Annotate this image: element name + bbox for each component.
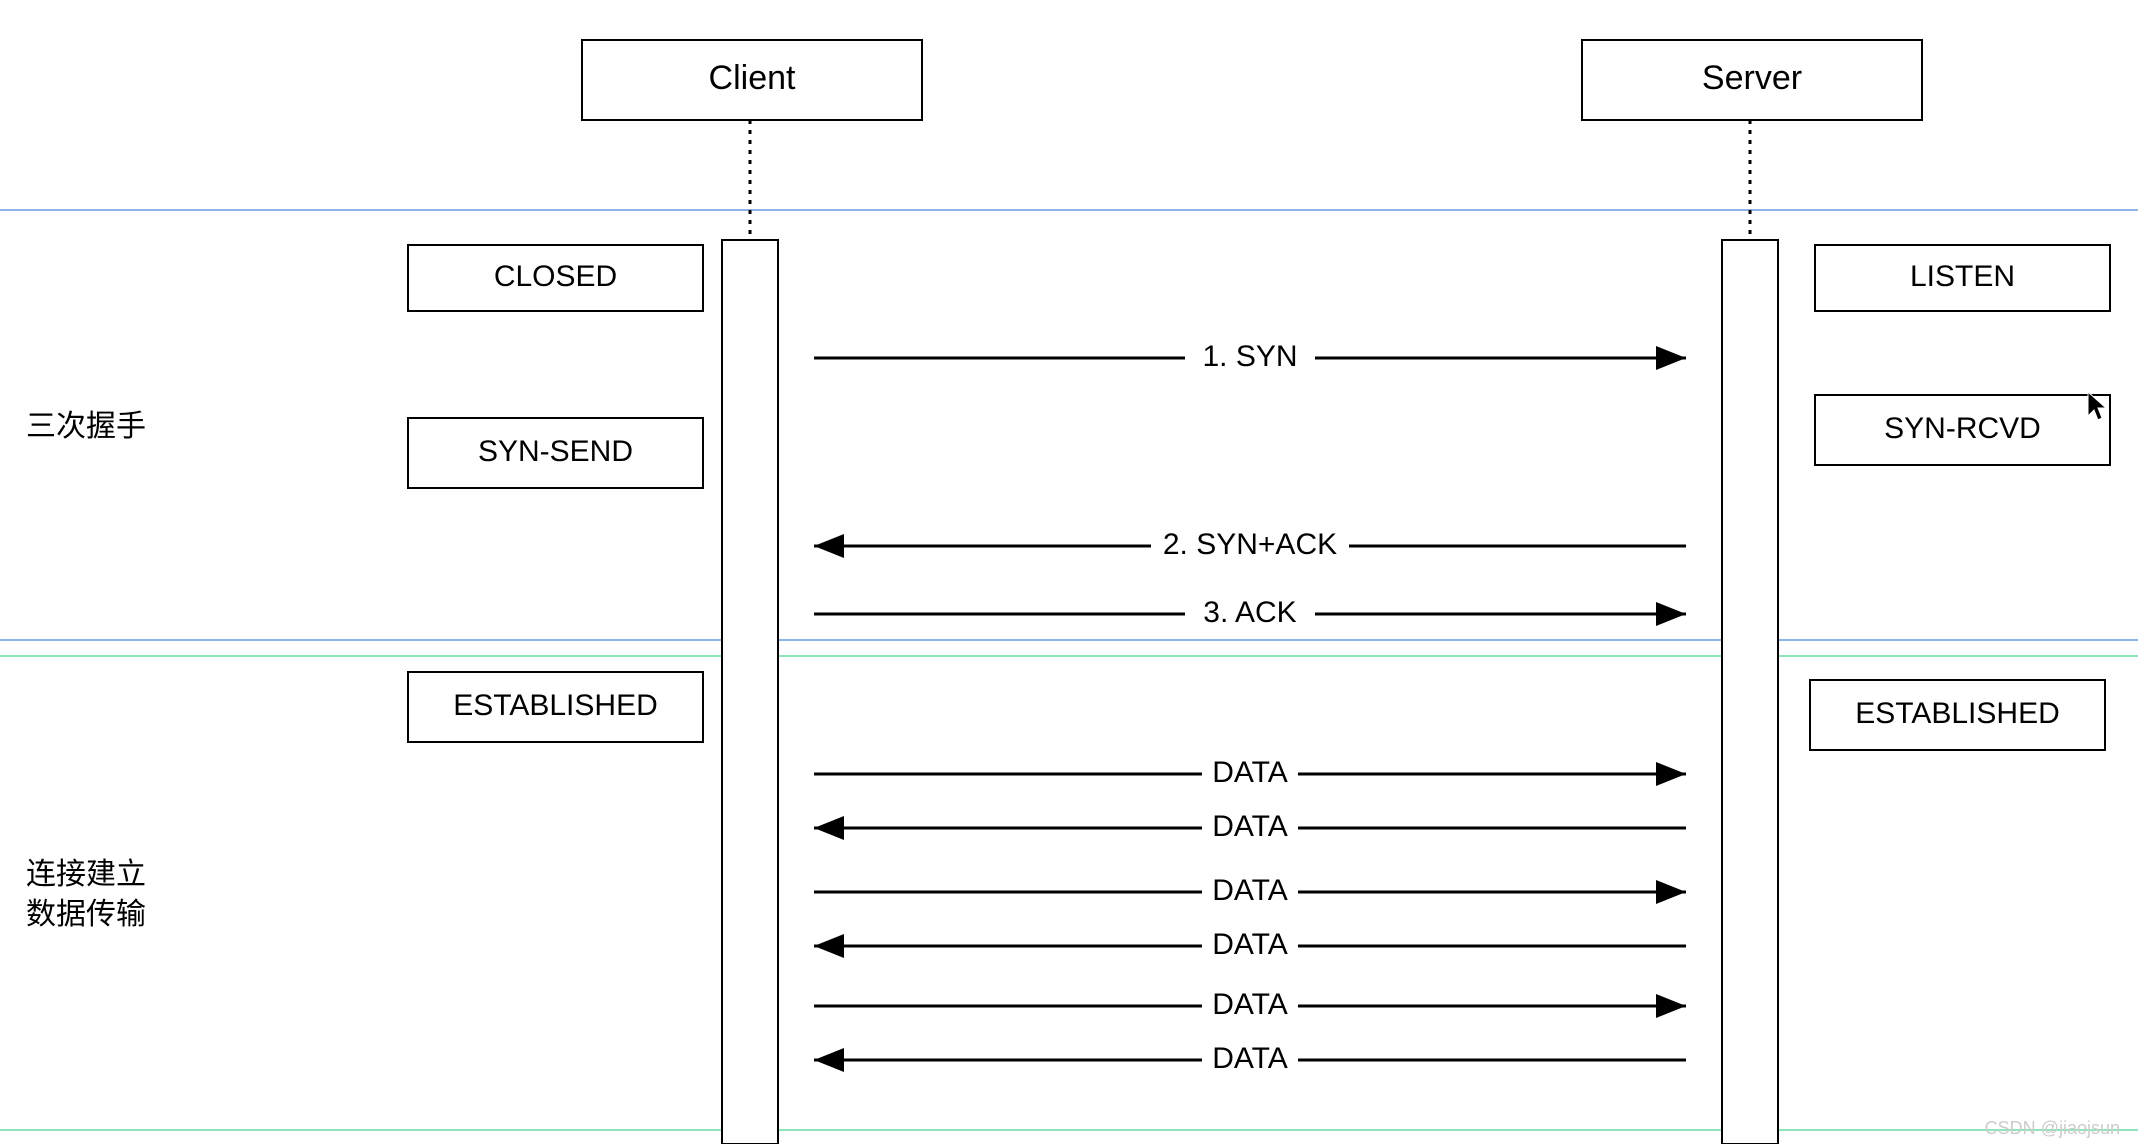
arrowhead-icon xyxy=(814,1048,844,1072)
server-activation xyxy=(1722,240,1778,1144)
client-state-label: CLOSED xyxy=(494,260,617,293)
phase-label: 三次握手 xyxy=(26,410,146,443)
server-state-label: SYN-RCVD xyxy=(1884,412,2041,445)
message-label: 2. SYN+ACK xyxy=(1163,528,1337,561)
arrowhead-icon xyxy=(1656,602,1686,626)
message-label: DATA xyxy=(1212,1042,1288,1075)
phase-label: 连接建立 xyxy=(26,858,146,891)
server-state-label: ESTABLISHED xyxy=(1855,697,2060,730)
message-label: DATA xyxy=(1212,928,1288,961)
message-label: DATA xyxy=(1212,988,1288,1021)
arrowhead-icon xyxy=(814,934,844,958)
arrowhead-icon xyxy=(814,534,844,558)
arrowhead-icon xyxy=(1656,346,1686,370)
arrowhead-icon xyxy=(814,816,844,840)
client-activation xyxy=(722,240,778,1144)
client-state-label: ESTABLISHED xyxy=(453,689,658,722)
server-header-label: Server xyxy=(1702,59,1802,97)
message-label: 1. SYN xyxy=(1202,340,1297,373)
message-label: DATA xyxy=(1212,756,1288,789)
client-header-label: Client xyxy=(709,59,796,97)
arrowhead-icon xyxy=(1656,880,1686,904)
client-state-label: SYN-SEND xyxy=(478,435,633,468)
phase-label: 数据传输 xyxy=(26,898,146,931)
message-label: DATA xyxy=(1212,810,1288,843)
message-label: DATA xyxy=(1212,874,1288,907)
watermark: CSDN @jiaojsun xyxy=(1985,1118,2120,1138)
arrowhead-icon xyxy=(1656,994,1686,1018)
server-state-label: LISTEN xyxy=(1910,260,2015,293)
arrowhead-icon xyxy=(1656,762,1686,786)
message-label: 3. ACK xyxy=(1203,596,1296,629)
